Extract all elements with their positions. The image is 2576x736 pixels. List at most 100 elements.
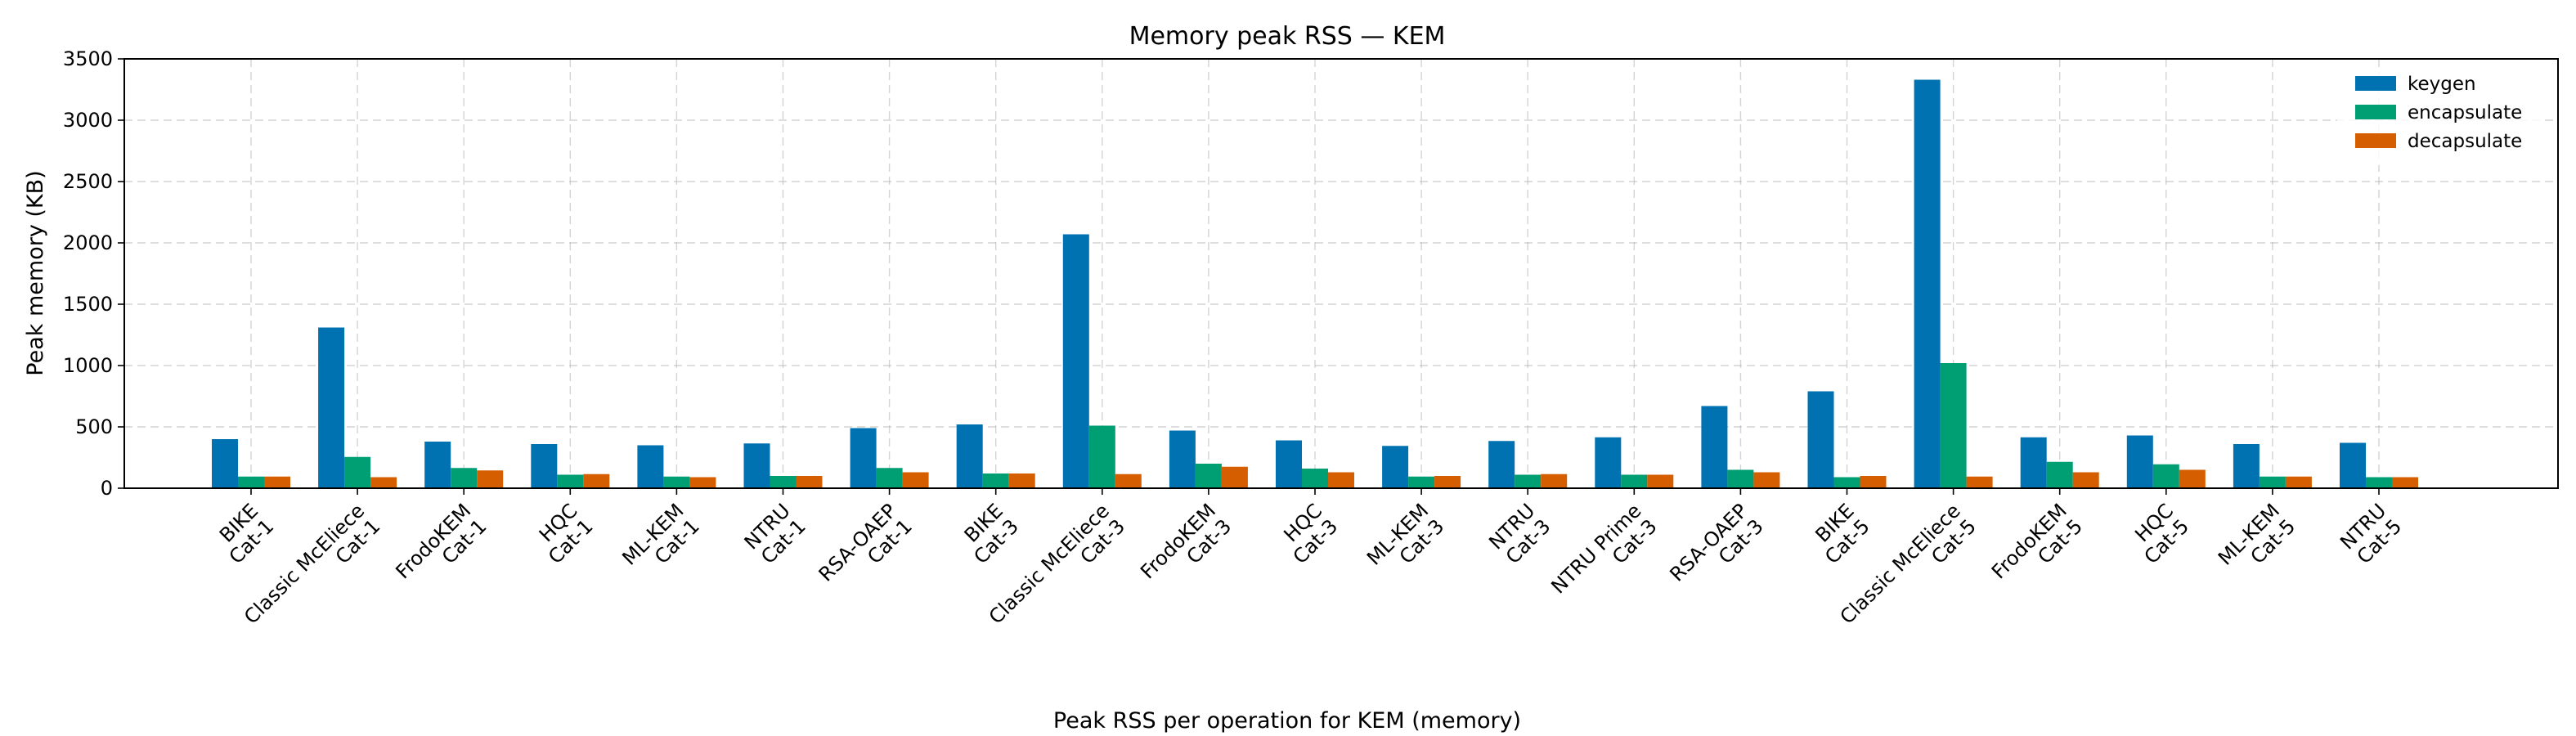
x-tick-label: RSA-OAEPCat-1	[815, 499, 917, 601]
bar-keygen	[531, 444, 558, 488]
bar-keygen	[1062, 234, 1089, 488]
bar-keygen	[1276, 440, 1302, 488]
bar-encapsulate	[2259, 476, 2286, 488]
x-tick-label: RSA-OAEPCat-3	[1665, 499, 1767, 601]
bar-encapsulate	[982, 473, 1009, 488]
x-tick-label: HQCCat-5	[2124, 499, 2193, 568]
bar-encapsulate	[876, 468, 903, 488]
x-tick-label: NTRU PrimeCat-3	[1546, 499, 1661, 613]
bar-keygen	[743, 443, 770, 488]
x-tick-label: BIKECat-1	[209, 499, 279, 568]
bar-encapsulate	[770, 476, 797, 488]
bar-decapsulate	[2179, 469, 2206, 488]
bar-encapsulate	[1195, 464, 1222, 488]
x-tick-label: FrodoKEMCat-3	[1136, 499, 1236, 599]
bar-keygen	[1914, 79, 1941, 488]
x-tick-label: NTRUCat-3	[1484, 499, 1555, 569]
bar-keygen	[2126, 435, 2153, 488]
bar-keygen	[2340, 442, 2366, 488]
bar-decapsulate	[902, 472, 929, 488]
bar-encapsulate	[1408, 476, 1435, 488]
legend-swatch-encapsulate	[2355, 105, 2396, 119]
bar-encapsulate	[451, 468, 478, 488]
y-tick-label: 2000	[63, 231, 113, 254]
y-tick-label: 1000	[63, 354, 113, 377]
bar-encapsulate	[1833, 477, 1860, 488]
bar-decapsulate	[1115, 473, 1142, 488]
bar-keygen	[2233, 444, 2260, 488]
x-tick-label: HQCCat-3	[1273, 499, 1343, 568]
bar-keygen	[637, 445, 664, 488]
bar-encapsulate	[1621, 474, 1648, 488]
legend-label-keygen: keygen	[2408, 74, 2476, 95]
bar-encapsulate	[2366, 477, 2392, 488]
x-tick-label: NTRUCat-1	[740, 499, 810, 569]
bar-encapsulate	[1515, 474, 1542, 488]
bar-decapsulate	[1328, 472, 1354, 488]
bar-encapsulate	[344, 456, 371, 488]
bar-keygen	[2020, 437, 2047, 488]
x-tick-label: NTRUCat-5	[2336, 499, 2406, 569]
bar-encapsulate	[1088, 425, 1115, 488]
y-tick-label: 2500	[63, 170, 113, 193]
y-tick-label: 0	[101, 477, 113, 500]
bar-decapsulate	[1008, 473, 1035, 488]
grid-lines	[124, 58, 2558, 489]
bar-decapsulate	[477, 470, 504, 488]
plot-frame	[123, 58, 2559, 489]
x-tick-label: BIKECat-3	[954, 499, 1023, 568]
bar-decapsulate	[2392, 477, 2418, 488]
legend-swatch-keygen	[2355, 76, 2396, 91]
bar-keygen	[212, 439, 238, 488]
legend-label-encapsulate: encapsulate	[2408, 102, 2522, 123]
bar-keygen	[1488, 441, 1515, 488]
x-tick-label: ML-KEMCat-1	[617, 499, 703, 585]
bar-decapsulate	[1541, 473, 1568, 488]
bar-keygen	[318, 327, 345, 488]
bar-encapsulate	[2046, 461, 2073, 488]
bar-keygen	[1382, 446, 1409, 488]
bar-encapsulate	[557, 474, 584, 488]
bar-keygen	[1701, 406, 1728, 488]
bar-encapsulate	[238, 476, 264, 488]
bar-keygen	[850, 428, 877, 488]
bar-decapsulate	[2285, 476, 2312, 488]
bar-decapsulate	[1753, 472, 1780, 488]
y-axis-ticks: 0 500 1000 1500 2000 2500 3000 3500	[63, 47, 124, 500]
bar-decapsulate	[796, 476, 823, 488]
x-tick-label: HQCCat-1	[528, 499, 598, 568]
bar-encapsulate	[663, 476, 690, 488]
bar-encapsulate	[2152, 464, 2179, 488]
bar-decapsulate	[583, 473, 610, 488]
legend: keygen encapsulate decapsulate	[2337, 69, 2543, 165]
legend-label-decapsulate: decapsulate	[2408, 131, 2522, 152]
x-tick-label: FrodoKEMCat-5	[1987, 499, 2087, 599]
bar-decapsulate	[2072, 472, 2099, 488]
bar-decapsulate	[370, 477, 397, 488]
bar-encapsulate	[1940, 363, 1967, 488]
bar-keygen	[956, 424, 983, 488]
bar-decapsulate	[1860, 476, 1887, 488]
bar-keygen	[1169, 430, 1196, 488]
x-axis-label: Peak RSS per operation for KEM (memory)	[1053, 708, 1521, 734]
chart-title: Memory peak RSS — KEM	[1129, 22, 1446, 51]
bar-encapsulate	[1727, 469, 1754, 488]
bar-keygen	[1807, 391, 1834, 488]
bar-encapsulate	[1302, 469, 1328, 488]
x-tick-label: ML-KEMCat-5	[2214, 499, 2300, 585]
y-tick-label: 3000	[63, 109, 113, 132]
legend-swatch-decapsulate	[2355, 133, 2396, 148]
x-tick-label: FrodoKEMCat-1	[391, 499, 491, 599]
y-axis-label: Peak memory (KB)	[23, 170, 48, 375]
bar-decapsulate	[1434, 476, 1461, 488]
x-tick-label: BIKECat-5	[1805, 499, 1874, 568]
bar-keygen	[1595, 437, 1622, 488]
bars	[212, 79, 2418, 488]
bar-decapsulate	[1647, 474, 1674, 488]
y-tick-label: 3500	[63, 47, 113, 70]
y-tick-label: 500	[75, 415, 113, 438]
bar-decapsulate	[1966, 476, 1993, 488]
